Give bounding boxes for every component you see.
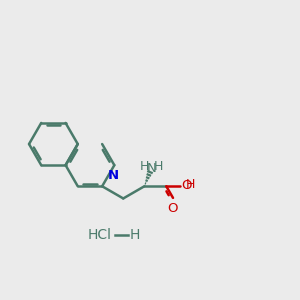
Text: H: H xyxy=(130,228,140,242)
Text: O: O xyxy=(168,202,178,215)
Text: O: O xyxy=(181,179,192,192)
Text: H: H xyxy=(186,178,196,191)
Text: H: H xyxy=(154,160,164,173)
Text: H: H xyxy=(140,160,149,173)
Text: HCl: HCl xyxy=(87,228,111,242)
Text: N: N xyxy=(147,162,157,175)
Text: N: N xyxy=(107,169,118,182)
